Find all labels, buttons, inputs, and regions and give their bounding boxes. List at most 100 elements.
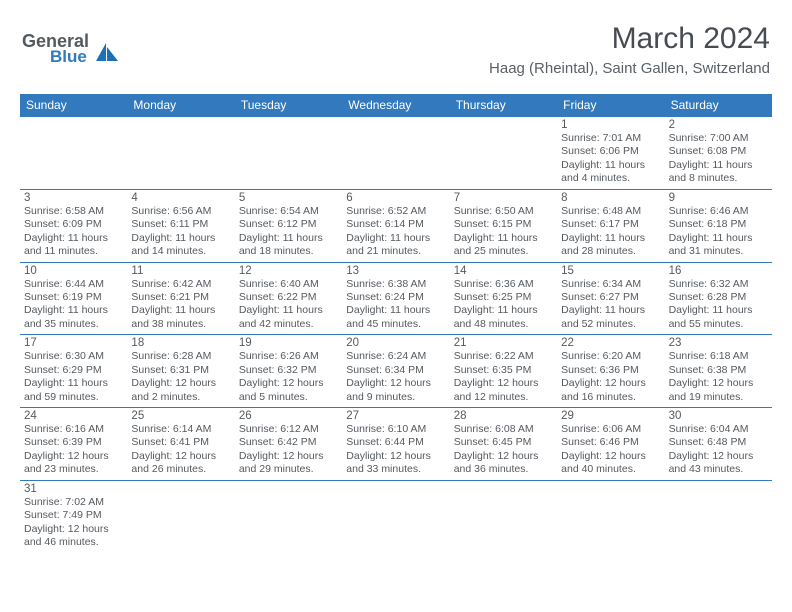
day-detail: Sunset: 6:22 PM xyxy=(239,291,338,304)
day-detail: Sunset: 6:25 PM xyxy=(454,291,553,304)
day-number: 1 xyxy=(561,119,660,131)
day-cell: 29Sunrise: 6:06 AMSunset: 6:46 PMDayligh… xyxy=(557,408,664,480)
calendar-week: 24Sunrise: 6:16 AMSunset: 6:39 PMDayligh… xyxy=(20,408,772,481)
day-detail: Sunset: 6:32 PM xyxy=(239,364,338,377)
day-detail: Sunrise: 6:56 AM xyxy=(131,205,230,218)
day-detail: and 25 minutes. xyxy=(454,245,553,258)
day-number: 7 xyxy=(454,192,553,204)
day-detail: Sunrise: 6:42 AM xyxy=(131,278,230,291)
day-detail: Daylight: 12 hours xyxy=(561,377,660,390)
day-number: 25 xyxy=(131,410,230,422)
day-number: 10 xyxy=(24,265,123,277)
day-detail: Daylight: 11 hours xyxy=(454,232,553,245)
day-number: 16 xyxy=(669,265,768,277)
weekday-label: Sunday xyxy=(20,94,127,117)
page-title: March 2024 xyxy=(489,22,770,56)
day-detail: Daylight: 11 hours xyxy=(669,304,768,317)
day-detail: Sunrise: 6:08 AM xyxy=(454,423,553,436)
day-number: 12 xyxy=(239,265,338,277)
day-detail: Daylight: 11 hours xyxy=(561,304,660,317)
day-cell: 9Sunrise: 6:46 AMSunset: 6:18 PMDaylight… xyxy=(665,190,772,262)
day-detail: and 48 minutes. xyxy=(454,318,553,331)
weekday-label: Friday xyxy=(557,94,664,117)
day-detail: Sunrise: 6:32 AM xyxy=(669,278,768,291)
day-cell: 20Sunrise: 6:24 AMSunset: 6:34 PMDayligh… xyxy=(342,335,449,407)
day-detail: Daylight: 11 hours xyxy=(346,304,445,317)
day-detail: Sunset: 6:48 PM xyxy=(669,436,768,449)
empty-cell xyxy=(20,117,127,189)
day-detail: Daylight: 11 hours xyxy=(131,304,230,317)
day-number: 26 xyxy=(239,410,338,422)
empty-cell xyxy=(342,117,449,189)
day-detail: and 28 minutes. xyxy=(561,245,660,258)
day-cell: 19Sunrise: 6:26 AMSunset: 6:32 PMDayligh… xyxy=(235,335,342,407)
day-detail: and 35 minutes. xyxy=(24,318,123,331)
day-detail: and 18 minutes. xyxy=(239,245,338,258)
day-cell: 7Sunrise: 6:50 AMSunset: 6:15 PMDaylight… xyxy=(450,190,557,262)
empty-cell xyxy=(450,481,557,553)
empty-cell xyxy=(235,481,342,553)
day-cell: 8Sunrise: 6:48 AMSunset: 6:17 PMDaylight… xyxy=(557,190,664,262)
day-detail: Daylight: 11 hours xyxy=(24,304,123,317)
day-detail: Sunset: 6:21 PM xyxy=(131,291,230,304)
calendar: Sunday Monday Tuesday Wednesday Thursday… xyxy=(20,94,772,553)
day-detail: Sunrise: 6:26 AM xyxy=(239,350,338,363)
day-detail: Daylight: 11 hours xyxy=(239,232,338,245)
day-cell: 17Sunrise: 6:30 AMSunset: 6:29 PMDayligh… xyxy=(20,335,127,407)
day-cell: 18Sunrise: 6:28 AMSunset: 6:31 PMDayligh… xyxy=(127,335,234,407)
day-number: 9 xyxy=(669,192,768,204)
day-detail: Sunset: 6:09 PM xyxy=(24,218,123,231)
day-detail: Daylight: 11 hours xyxy=(454,304,553,317)
day-detail: Daylight: 12 hours xyxy=(346,377,445,390)
day-detail: and 23 minutes. xyxy=(24,463,123,476)
day-detail: Sunset: 6:19 PM xyxy=(24,291,123,304)
day-detail: and 12 minutes. xyxy=(454,391,553,404)
day-cell: 2Sunrise: 7:00 AMSunset: 6:08 PMDaylight… xyxy=(665,117,772,189)
day-detail: Sunset: 6:08 PM xyxy=(669,145,768,158)
day-cell: 25Sunrise: 6:14 AMSunset: 6:41 PMDayligh… xyxy=(127,408,234,480)
calendar-week: 31Sunrise: 7:02 AMSunset: 7:49 PMDayligh… xyxy=(20,481,772,553)
empty-cell xyxy=(127,481,234,553)
day-cell: 21Sunrise: 6:22 AMSunset: 6:35 PMDayligh… xyxy=(450,335,557,407)
logo: General Blue xyxy=(22,32,89,65)
day-cell: 27Sunrise: 6:10 AMSunset: 6:44 PMDayligh… xyxy=(342,408,449,480)
day-detail: Daylight: 12 hours xyxy=(131,450,230,463)
day-cell: 3Sunrise: 6:58 AMSunset: 6:09 PMDaylight… xyxy=(20,190,127,262)
day-detail: Daylight: 12 hours xyxy=(454,377,553,390)
day-detail: and 43 minutes. xyxy=(669,463,768,476)
day-detail: Daylight: 12 hours xyxy=(561,450,660,463)
empty-cell xyxy=(665,481,772,553)
title-block: March 2024 Haag (Rheintal), Saint Gallen… xyxy=(489,22,770,77)
day-cell: 28Sunrise: 6:08 AMSunset: 6:45 PMDayligh… xyxy=(450,408,557,480)
weekday-label: Wednesday xyxy=(342,94,449,117)
day-detail: Daylight: 11 hours xyxy=(239,304,338,317)
day-number: 18 xyxy=(131,337,230,349)
weekday-label: Thursday xyxy=(450,94,557,117)
day-detail: Sunrise: 6:44 AM xyxy=(24,278,123,291)
day-detail: Sunset: 6:28 PM xyxy=(669,291,768,304)
calendar-week: 10Sunrise: 6:44 AMSunset: 6:19 PMDayligh… xyxy=(20,263,772,336)
day-detail: Daylight: 11 hours xyxy=(24,377,123,390)
day-detail: Daylight: 12 hours xyxy=(24,523,123,536)
day-detail: Sunset: 7:49 PM xyxy=(24,509,123,522)
day-number: 11 xyxy=(131,265,230,277)
day-detail: Daylight: 11 hours xyxy=(131,232,230,245)
day-detail: Sunrise: 6:38 AM xyxy=(346,278,445,291)
day-detail: and 55 minutes. xyxy=(669,318,768,331)
day-number: 14 xyxy=(454,265,553,277)
day-cell: 11Sunrise: 6:42 AMSunset: 6:21 PMDayligh… xyxy=(127,263,234,335)
day-detail: and 14 minutes. xyxy=(131,245,230,258)
day-cell: 30Sunrise: 6:04 AMSunset: 6:48 PMDayligh… xyxy=(665,408,772,480)
day-number: 20 xyxy=(346,337,445,349)
day-detail: Sunrise: 6:58 AM xyxy=(24,205,123,218)
weekday-label: Monday xyxy=(127,94,234,117)
day-detail: Sunset: 6:27 PM xyxy=(561,291,660,304)
day-detail: Sunrise: 6:48 AM xyxy=(561,205,660,218)
day-detail: Daylight: 12 hours xyxy=(239,377,338,390)
day-detail: Sunrise: 6:50 AM xyxy=(454,205,553,218)
empty-cell xyxy=(450,117,557,189)
day-detail: Daylight: 12 hours xyxy=(131,377,230,390)
empty-cell xyxy=(235,117,342,189)
day-detail: Sunset: 6:06 PM xyxy=(561,145,660,158)
day-detail: Daylight: 11 hours xyxy=(561,159,660,172)
